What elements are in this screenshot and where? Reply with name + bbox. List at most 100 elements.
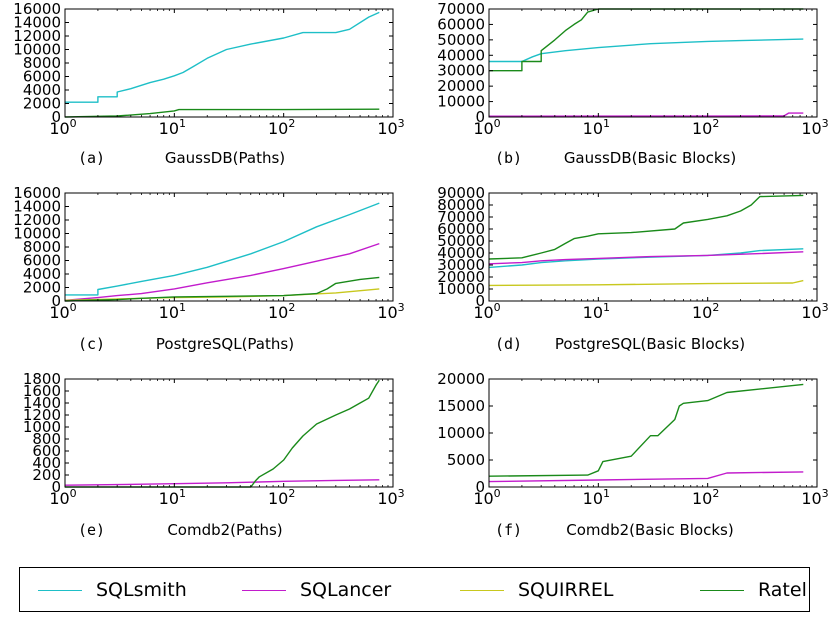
chart-4: 100 101 102 103 0100002000030000400005000060…: [437, 184, 828, 353]
y-tick-label: 15000: [437, 397, 485, 415]
x-tick-label: 103: [377, 117, 404, 138]
x-tick-label: 103: [801, 301, 828, 322]
y-tick-label: 5000: [447, 451, 485, 469]
chart-2: 100 101 102 103 0100002000030000400005000060…: [437, 0, 828, 167]
y-tick-label: 20000: [437, 77, 485, 95]
series-line-squirrel: [64, 288, 380, 301]
series-line-ratel: [64, 276, 380, 302]
subplot-title: Comdb2(Basic Blocks): [566, 521, 733, 539]
y-tick-label: 90000: [437, 184, 485, 202]
series-line-ratel: [64, 108, 380, 118]
chart-5: 100 101 102 103 0200400600800100012001400160…: [23, 370, 405, 539]
legend-label-sqlsmith: SQLsmith: [96, 579, 187, 601]
x-tick-label: 101: [583, 487, 610, 508]
subplot-title: GaussDB(Paths): [165, 149, 285, 167]
y-tick-label: 4000: [23, 265, 61, 283]
y-tick-label: 40000: [437, 244, 485, 262]
y-tick-label: 16000: [13, 184, 61, 202]
series-line-sqlsmith: [65, 11, 380, 103]
subplot-letter: (c): [78, 335, 105, 353]
x-tick-label: 100: [49, 487, 76, 508]
series-line-sqlsmith: [489, 38, 804, 63]
y-tick-label: 20000: [437, 370, 485, 388]
y-tick-label: 30000: [437, 62, 485, 80]
x-tick-label: 102: [692, 301, 719, 322]
series-line-sqlsmith: [65, 202, 380, 296]
y-tick-label: 10000: [437, 424, 485, 442]
y-tick-label: 10000: [13, 225, 61, 243]
y-tick-label: 8000: [23, 54, 61, 72]
legend-swatch-squirrel: [460, 589, 504, 591]
series-line-sqlancer: [488, 251, 804, 265]
y-tick-label: 0: [51, 478, 61, 496]
chart-1: 100 101 102 1030200040006000800010000120001…: [13, 0, 404, 167]
subplot-letter: (f): [495, 521, 522, 539]
x-tick-label: 103: [377, 487, 404, 508]
x-tick-label: 100: [49, 117, 76, 138]
y-tick-label: 14000: [13, 198, 61, 216]
x-tick-label: 101: [159, 301, 186, 322]
axis-frame: [488, 192, 818, 302]
x-tick-label: 101: [583, 301, 610, 322]
x-tick-label: 101: [159, 117, 186, 138]
series-line-sqlancer: [64, 479, 380, 486]
axis-frame: [64, 192, 394, 302]
y-tick-label: 1800: [23, 370, 61, 388]
y-tick-label: 60000: [437, 15, 485, 33]
axis-frame: [64, 378, 394, 488]
subplot-title: GaussDB(Basic Blocks): [564, 149, 736, 167]
y-tick-label: 10000: [13, 41, 61, 59]
y-tick-label: 50000: [437, 232, 485, 250]
x-tick-label: 103: [377, 301, 404, 322]
legend-item-sqlsmith: SQLsmith: [38, 578, 187, 602]
y-tick-label: 20000: [437, 268, 485, 286]
series-line-ratel: [488, 194, 804, 260]
y-tick-label: 400: [32, 454, 61, 472]
series-line-ratel: [489, 8, 804, 72]
y-tick-label: 800: [32, 430, 61, 448]
y-tick-label: 14000: [13, 14, 61, 32]
y-tick-label: 0: [475, 108, 485, 126]
series-line-sqlancer: [488, 471, 804, 483]
x-tick-label: 100: [473, 487, 500, 508]
series-line-sqlancer: [488, 112, 804, 117]
y-tick-label: 4000: [23, 81, 61, 99]
y-tick-label: 1000: [23, 418, 61, 436]
subplot-title: PostgreSQL(Basic Blocks): [555, 335, 745, 353]
legend-swatch-ratel: [700, 589, 744, 591]
y-tick-label: 40000: [437, 46, 485, 64]
x-tick-label: 102: [268, 301, 295, 322]
legend-label-sqlancer: SQLancer: [300, 579, 392, 601]
y-tick-label: 8000: [23, 238, 61, 256]
subplot-letter: (a): [78, 149, 105, 167]
x-tick-label: 101: [583, 117, 610, 138]
subplot-title: PostgreSQL(Paths): [156, 335, 294, 353]
axis-frame: [64, 8, 394, 118]
x-tick-label: 102: [692, 117, 719, 138]
x-tick-label: 103: [801, 117, 828, 138]
x-tick-label: 103: [801, 487, 828, 508]
y-tick-label: 6000: [23, 68, 61, 86]
x-tick-label: 102: [268, 117, 295, 138]
y-tick-label: 1600: [23, 382, 61, 400]
legend-item-ratel: Ratel: [700, 578, 807, 602]
series-line-sqlsmith: [488, 248, 804, 269]
legend-swatch-sqlsmith: [38, 589, 82, 591]
y-tick-label: 12000: [13, 27, 61, 45]
y-tick-label: 70000: [437, 208, 485, 226]
y-tick-label: 2000: [23, 279, 61, 297]
y-tick-label: 0: [51, 108, 61, 126]
y-tick-label: 80000: [437, 196, 485, 214]
y-tick-label: 1400: [23, 394, 61, 412]
y-tick-label: 2000: [23, 95, 61, 113]
y-tick-label: 60000: [437, 220, 485, 238]
y-tick-label: 0: [51, 292, 61, 310]
y-tick-label: 16000: [13, 0, 61, 18]
legend-label-ratel: Ratel: [758, 579, 807, 601]
y-tick-label: 30000: [437, 256, 485, 274]
series-line-squirrel: [488, 279, 804, 287]
x-tick-label: 100: [473, 301, 500, 322]
chart-6: 100 101 102 103 0 5000 10000 15000 20000 (f) Comdb…: [437, 370, 828, 539]
subplot-letter: (e): [78, 521, 105, 539]
